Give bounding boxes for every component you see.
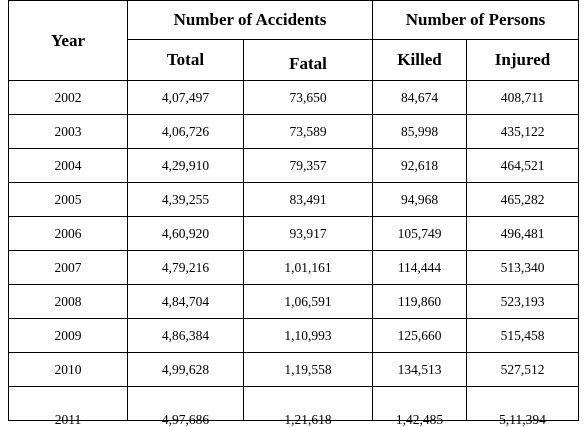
year-cell: 2002 [8, 80, 128, 115]
total-cell: 4,60,920 [127, 216, 244, 251]
total-cell: 4,07,497 [127, 80, 244, 115]
table-row: 2005 4,39,255 83,491 94,968 465,282 [8, 182, 580, 217]
header-row-1: Year Number of Accidents Number of Perso… [8, 0, 580, 81]
year-cell: 2009 [8, 318, 128, 353]
accidents-group-header: Number of Accidents [127, 0, 373, 40]
table-row: 2011 4,97,686 1,21,618 1,42,485 5,11,394 [8, 386, 580, 426]
persons-group-header: Number of Persons [371, 0, 580, 40]
total-cell: 4,86,384 [127, 318, 244, 353]
table-row: 2006 4,60,920 93,917 105,749 496,481 [8, 216, 580, 251]
fatal-cell: 83,491 [243, 182, 373, 217]
total-cell-text: 4,97,686 [161, 412, 210, 427]
injured-cell: 523,193 [465, 284, 580, 319]
injured-cell: 435,122 [465, 114, 580, 149]
injured-cell: 513,340 [465, 250, 580, 285]
year-cell: 2007 [8, 250, 128, 285]
table-row: 2004 4,29,910 79,357 92,618 464,521 [8, 148, 580, 183]
fatal-cell: 1,10,993 [243, 318, 373, 353]
year-cell: 2010 [8, 352, 128, 387]
fatal-cell: 1,21,618 [243, 386, 373, 426]
table-row: 2002 4,07,497 73,650 84,674 408,711 [8, 80, 580, 115]
year-cell: 2005 [8, 182, 128, 217]
total-cell: 4,79,216 [127, 250, 244, 285]
killed-cell: 125,660 [372, 318, 467, 353]
total-cell: 4,97,686 [127, 386, 244, 426]
killed-cell: 84,674 [372, 80, 467, 115]
table-row: 2007 4,79,216 1,01,161 114,444 513,340 [8, 250, 580, 285]
table-row: 2010 4,99,628 1,19,558 134,513 527,512 [8, 352, 580, 387]
table-row: 2003 4,06,726 73,589 85,998 435,122 [8, 114, 580, 149]
fatal-header: Fatal [243, 39, 373, 81]
killed-cell: 94,968 [372, 182, 467, 217]
total-cell: 4,84,704 [127, 284, 244, 319]
year-cell-text: 2011 [54, 412, 82, 427]
killed-cell: 1,42,485 [372, 386, 467, 426]
total-cell: 4,39,255 [127, 182, 244, 217]
injured-cell: 5,11,394 [465, 386, 580, 426]
fatal-cell: 1,01,161 [243, 250, 373, 285]
injured-cell: 527,512 [465, 352, 580, 387]
injured-cell: 515,458 [465, 318, 580, 353]
injured-cell-text: 5,11,394 [499, 412, 546, 427]
total-header: Total [127, 39, 244, 81]
fatal-cell: 1,06,591 [243, 284, 373, 319]
killed-cell: 119,860 [372, 284, 467, 319]
year-header: Year [8, 0, 128, 81]
table-row: 2008 4,84,704 1,06,591 119,860 523,193 [8, 284, 580, 319]
killed-cell: 114,444 [372, 250, 467, 285]
year-cell: 2011 [8, 386, 128, 426]
year-cell: 2004 [8, 148, 128, 183]
accidents-table-container: Year Number of Accidents Number of Perso… [8, 0, 580, 426]
total-cell: 4,29,910 [127, 148, 244, 183]
killed-cell: 85,998 [372, 114, 467, 149]
fatal-cell: 73,650 [243, 80, 373, 115]
header-row-2: Total Fatal Killed Injured [9, 39, 580, 81]
killed-cell: 134,513 [372, 352, 467, 387]
fatal-cell: 93,917 [243, 216, 373, 251]
year-cell: 2003 [8, 114, 128, 149]
accidents-table: Year Number of Accidents Number of Perso… [8, 0, 580, 426]
killed-cell: 105,749 [372, 216, 467, 251]
total-cell: 4,06,726 [127, 114, 244, 149]
injured-cell: 465,282 [465, 182, 580, 217]
total-cell: 4,99,628 [127, 352, 244, 387]
year-cell: 2008 [8, 284, 128, 319]
fatal-cell: 1,19,558 [243, 352, 373, 387]
killed-cell: 92,618 [372, 148, 467, 183]
fatal-cell-text: 1,21,618 [284, 412, 332, 427]
injured-cell: 496,481 [465, 216, 580, 251]
table-row: 2009 4,86,384 1,10,993 125,660 515,458 [8, 318, 580, 353]
injured-cell: 464,521 [465, 148, 580, 183]
fatal-cell: 73,589 [243, 114, 373, 149]
fatal-cell: 79,357 [243, 148, 373, 183]
killed-cell-text: 1,42,485 [395, 412, 444, 427]
injured-cell: 408,711 [465, 80, 580, 115]
injured-header: Injured [465, 39, 580, 81]
killed-header: Killed [372, 39, 467, 81]
year-cell: 2006 [8, 216, 128, 251]
